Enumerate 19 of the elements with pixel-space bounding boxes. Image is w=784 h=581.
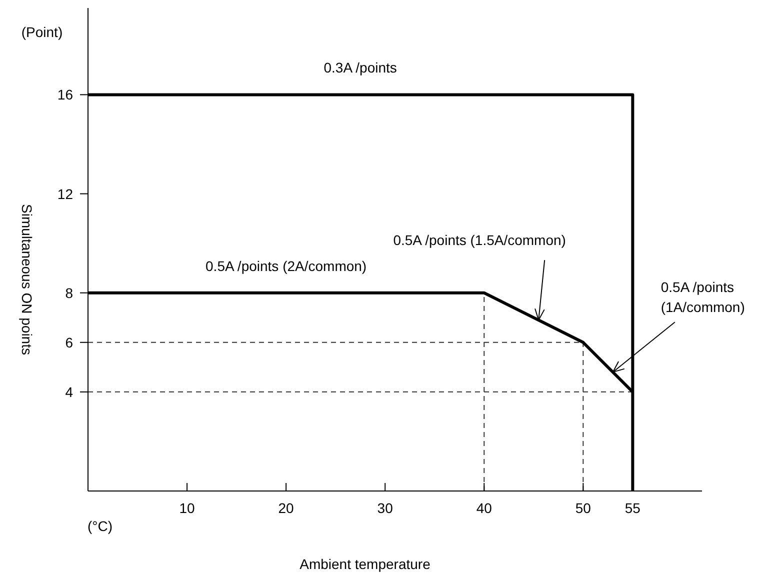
annotation: 0.5A /points (1A/common): [660, 279, 745, 316]
x-tick-label: 30: [377, 500, 394, 516]
text: (Point): [21, 24, 63, 40]
x-tick-label: 40: [476, 500, 492, 516]
annotation: 0.3A /points: [324, 60, 397, 76]
y-axis-title: Simultaneous ON points: [19, 204, 35, 355]
x-tick-label: 55: [624, 500, 641, 516]
x-tick-label: 10: [179, 500, 196, 516]
annotation: 0.5A /points (2A/common): [206, 258, 367, 274]
x-tick-label: 50: [575, 500, 592, 516]
text: (°C): [87, 518, 113, 534]
y-tick-label: 16: [57, 86, 74, 103]
x-axis-title: Ambient temperature: [300, 556, 431, 572]
annotation: 0.5A /points (1.5A/common): [393, 232, 566, 248]
x-tick-label: 20: [278, 500, 294, 516]
y-tick-label: 4: [65, 384, 74, 400]
y-tick-label: 12: [57, 186, 74, 202]
y-tick-label: 8: [65, 284, 74, 301]
y-tick-label: 6: [65, 334, 74, 350]
